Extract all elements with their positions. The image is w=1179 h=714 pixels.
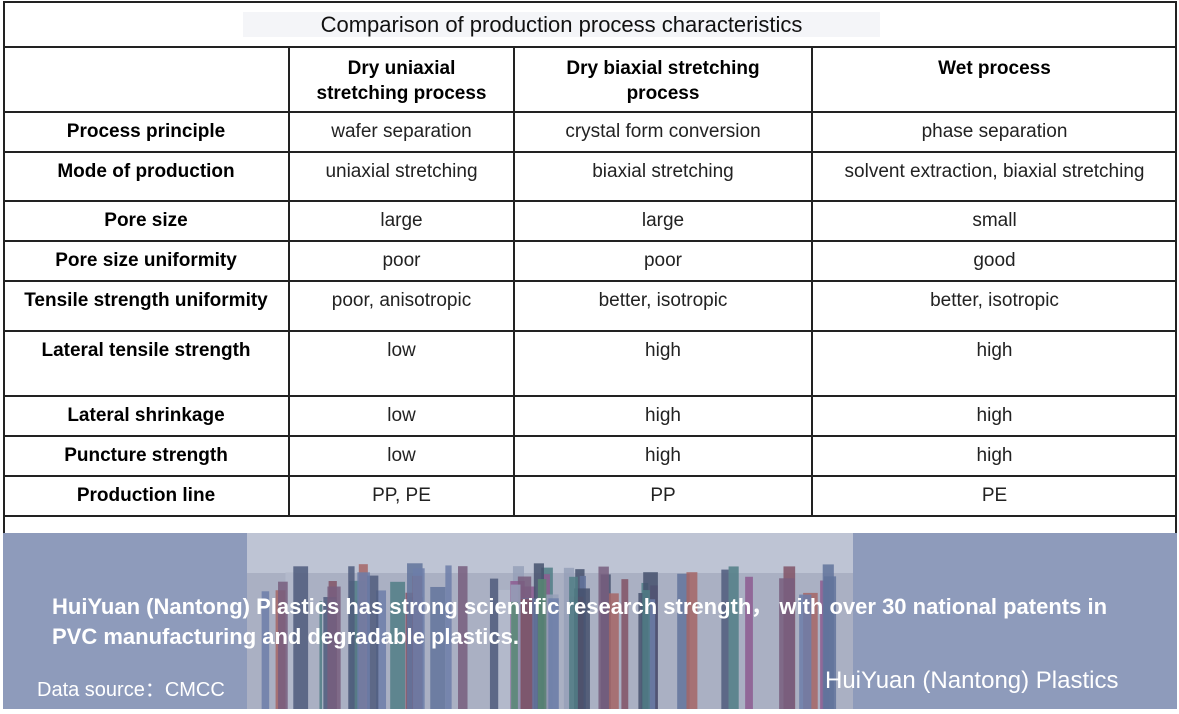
photo-shape [367, 575, 379, 709]
table-cell: biaxial stretching [592, 161, 734, 182]
photo-shape [412, 568, 425, 709]
photo-shape [511, 601, 518, 709]
photo-shape [327, 586, 341, 709]
photo-shape [799, 594, 812, 709]
table-cell: high [645, 340, 681, 361]
column-header: Wet process [938, 58, 1051, 79]
table-cell: PP [650, 485, 676, 506]
row-line [3, 111, 1177, 113]
photo-shape [489, 578, 499, 709]
photo-shape [293, 566, 309, 709]
row-line [3, 395, 1177, 397]
photo-shape [721, 569, 729, 709]
row-line [3, 151, 1177, 153]
photo-shape [376, 590, 387, 709]
photo-shape [779, 578, 795, 709]
row-header: Tensile strength uniformity [24, 290, 268, 311]
photo-shape [430, 586, 446, 709]
banner: HuiYuan (Nantong) Plastics has strong sc… [3, 533, 1177, 709]
column-line [513, 47, 515, 516]
table-cell: wafer separation [331, 121, 472, 142]
table-cell: poor, anisotropic [331, 290, 472, 311]
photo-shape [498, 589, 511, 709]
brand: HuiYuan (Nantong) Plastics [825, 667, 1119, 694]
factory-photo [247, 533, 853, 709]
photo-shape [261, 591, 270, 709]
row-line [3, 475, 1177, 477]
photo-shape [728, 566, 739, 709]
table-cell: better, isotropic [930, 290, 1059, 311]
row-line [3, 200, 1177, 202]
photo-shape [823, 576, 837, 709]
row-line [3, 46, 1177, 48]
row-header: Puncture strength [64, 445, 228, 466]
photo-shape [390, 581, 406, 709]
photo-shape [537, 579, 547, 709]
photo-shape [247, 533, 853, 573]
row-line [3, 330, 1177, 332]
column-line [288, 47, 290, 516]
row-header: Mode of production [57, 161, 235, 182]
column-header: Dry uniaxial stretching process [316, 58, 487, 104]
photo-shape [548, 598, 559, 709]
row-header: Pore size uniformity [55, 250, 237, 271]
table-cell: low [387, 405, 416, 426]
column-header: Dry biaxial stretching process [566, 58, 760, 104]
photo-shape [563, 567, 575, 709]
photo-shape [608, 593, 619, 709]
photo-shape [348, 566, 355, 709]
table-cell: PE [981, 485, 1008, 506]
row-line [3, 240, 1177, 242]
photo-shape [621, 579, 629, 709]
photo-shape [574, 588, 590, 709]
photo-shape [745, 576, 753, 709]
row-line [3, 515, 1177, 517]
table-cell: high [976, 405, 1013, 426]
row-line [3, 280, 1177, 282]
table-cell: low [387, 445, 416, 466]
photo-shape [520, 599, 533, 709]
column-line [811, 47, 813, 516]
table-cell: solvent extraction, biaxial stretching [844, 161, 1145, 182]
photo-shape [247, 533, 853, 709]
row-header: Pore size [104, 210, 188, 231]
photo-shape [686, 572, 698, 709]
row-header: Production line [76, 485, 216, 506]
table-cell: better, isotropic [598, 290, 728, 311]
photo-shape [357, 572, 370, 709]
photo-shape [445, 565, 452, 709]
row-header: Process principle [66, 121, 226, 142]
slogan: HuiYuan (Nantong) Plastics has strong sc… [52, 594, 1108, 649]
table-cell: crystal form conversion [565, 121, 761, 142]
row-header: Lateral tensile strength [41, 340, 251, 361]
row-header: Lateral shrinkage [67, 405, 225, 426]
photo-shape [642, 590, 650, 709]
photo-shape [598, 566, 609, 709]
table-cell: phase separation [921, 121, 1068, 142]
table-cell: high [976, 445, 1013, 466]
photo-shape [458, 566, 468, 709]
photo-shape [278, 581, 288, 709]
table-title: Comparison of production process charact… [243, 12, 880, 37]
table-cell: poor [382, 250, 421, 271]
table-cell: low [387, 340, 416, 361]
table-cell: poor [643, 250, 683, 271]
data-source: Data source：CMCC [37, 679, 225, 701]
row-line [3, 435, 1177, 437]
table-cell: uniaxial stretching [325, 161, 478, 182]
table-cell: large [641, 210, 685, 231]
table-cell: large [380, 210, 423, 231]
table-cell: high [645, 405, 681, 426]
table-cell: good [973, 250, 1016, 271]
photo-shape [285, 572, 296, 709]
table-cell: high [645, 445, 681, 466]
table-cell: high [976, 340, 1013, 361]
table-cell: small [972, 210, 1017, 231]
table-cell: PP, PE [372, 485, 431, 506]
photo-shape [569, 576, 578, 709]
